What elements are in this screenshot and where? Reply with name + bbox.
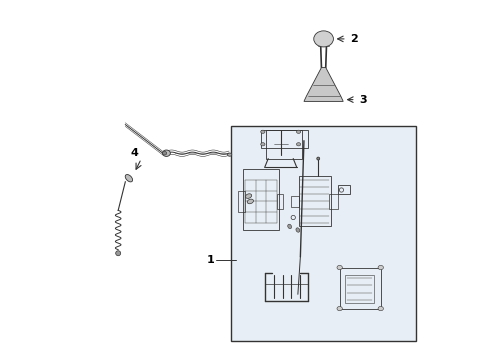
Ellipse shape xyxy=(314,31,333,47)
Ellipse shape xyxy=(337,306,343,311)
Ellipse shape xyxy=(227,153,232,156)
Ellipse shape xyxy=(261,130,265,134)
Bar xyxy=(340,267,381,309)
Ellipse shape xyxy=(125,175,133,182)
Bar xyxy=(338,185,350,194)
Ellipse shape xyxy=(296,228,300,232)
Ellipse shape xyxy=(317,157,319,160)
Ellipse shape xyxy=(296,130,301,134)
Bar xyxy=(292,196,298,207)
Ellipse shape xyxy=(116,251,121,256)
Bar xyxy=(243,169,279,230)
Ellipse shape xyxy=(288,224,292,229)
Text: 3: 3 xyxy=(359,95,367,105)
Polygon shape xyxy=(231,126,416,341)
Bar xyxy=(267,130,302,158)
Bar xyxy=(238,191,245,212)
Bar xyxy=(277,194,283,208)
Text: 2: 2 xyxy=(350,34,358,44)
Polygon shape xyxy=(304,67,343,102)
Bar xyxy=(298,176,331,226)
Text: 4: 4 xyxy=(130,148,138,158)
Bar xyxy=(261,130,308,148)
Ellipse shape xyxy=(245,194,252,198)
Ellipse shape xyxy=(163,150,171,157)
Ellipse shape xyxy=(296,143,301,146)
Ellipse shape xyxy=(261,143,265,146)
Text: 1: 1 xyxy=(207,255,215,265)
Bar xyxy=(329,194,338,208)
Bar xyxy=(345,275,373,303)
Ellipse shape xyxy=(378,265,383,270)
Ellipse shape xyxy=(337,265,343,270)
Ellipse shape xyxy=(247,199,253,204)
Ellipse shape xyxy=(378,306,383,311)
Ellipse shape xyxy=(163,152,167,155)
